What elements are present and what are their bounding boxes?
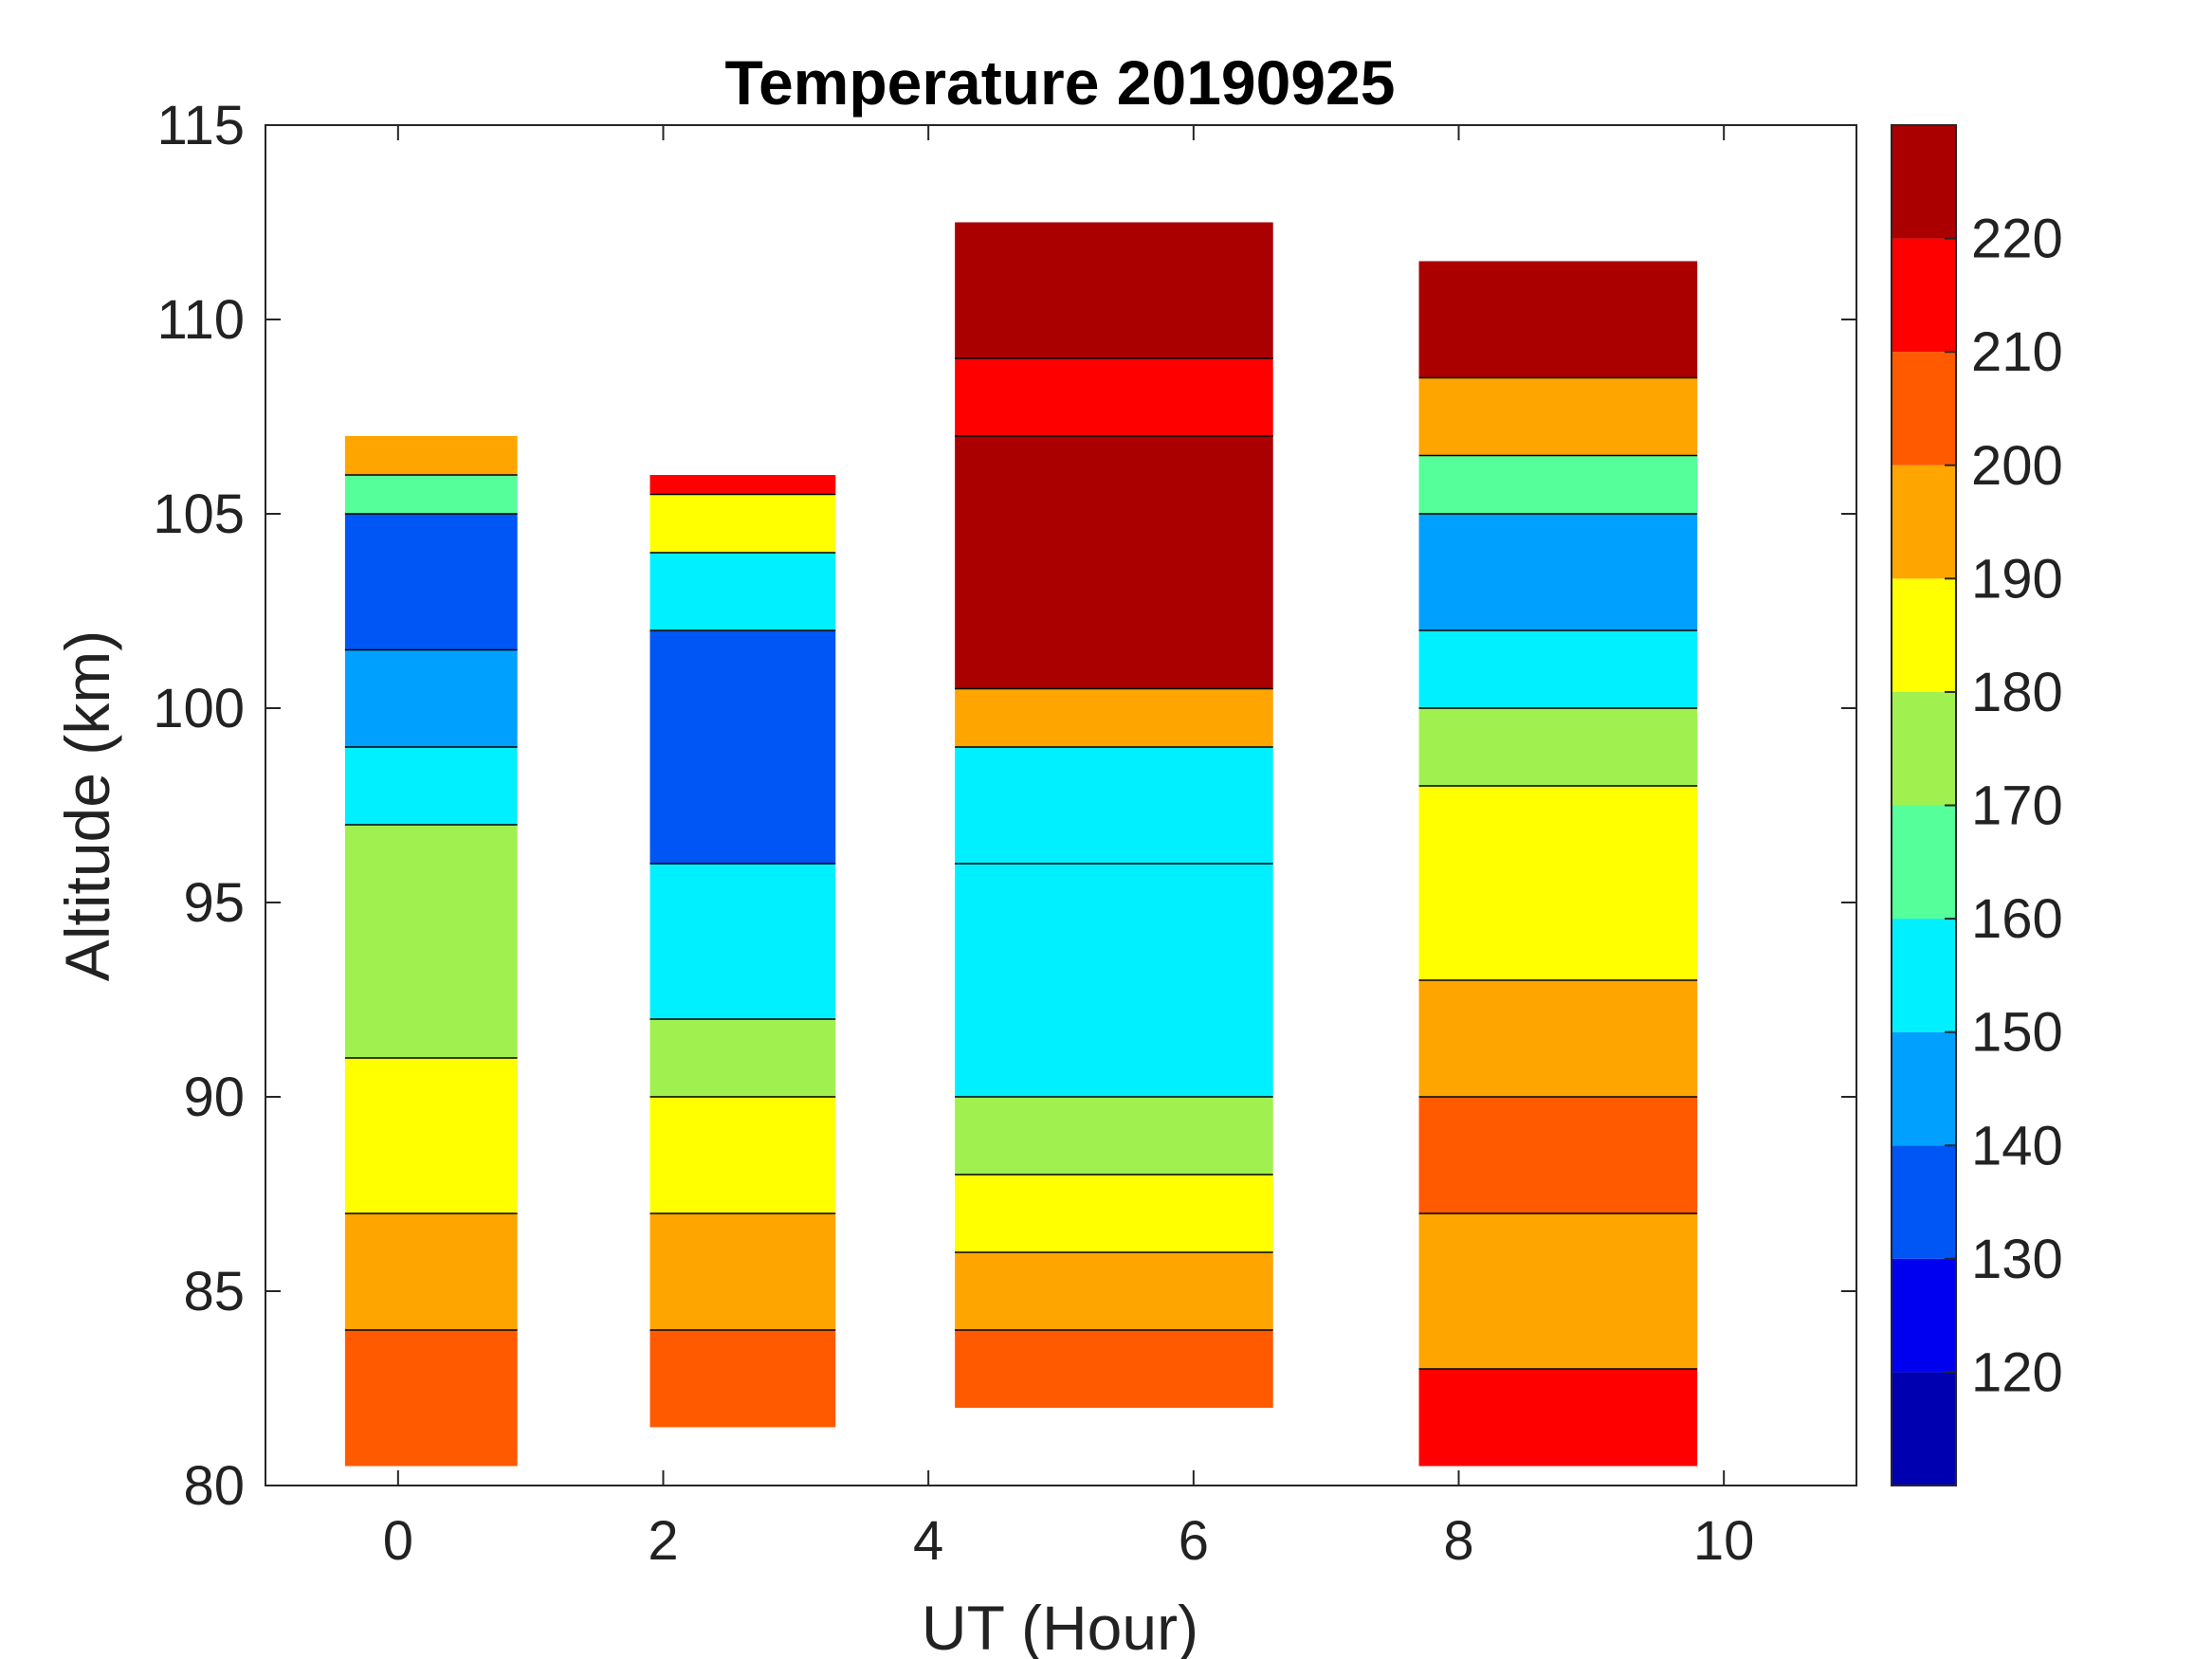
y-tick-label: 115 [157, 95, 245, 156]
temperature-band [955, 1097, 1273, 1175]
temperature-band [649, 1019, 836, 1097]
colorbar-tick-label: 140 [1971, 1115, 2063, 1176]
temperature-band [344, 825, 518, 1058]
colorbar-tick-label: 200 [1971, 435, 2063, 497]
temperature-band [344, 436, 518, 475]
colorbar-segment [1892, 919, 1956, 1032]
observation-block-1 [649, 475, 836, 1428]
observation-block-3 [1418, 261, 1698, 1467]
y-tick-label: 90 [183, 1066, 245, 1128]
colorbar-segment [1892, 1372, 1956, 1486]
x-tick-label: 0 [383, 1510, 413, 1572]
temperature-band [955, 1175, 1273, 1252]
y-tick-label: 95 [183, 872, 245, 934]
y-tick-label: 100 [153, 678, 245, 739]
temperature-band [649, 864, 836, 1019]
temperature-band [649, 1097, 836, 1213]
temperature-band [955, 436, 1273, 689]
y-axis-label: Altitude (km) [52, 630, 122, 981]
colorbar-segment [1892, 1031, 1956, 1146]
y-tick-label: 110 [157, 289, 245, 351]
temperature-band [649, 475, 836, 495]
x-tick-label: 6 [1179, 1510, 1209, 1572]
colorbar-tick-label: 180 [1971, 662, 2063, 723]
temperature-band [649, 553, 836, 630]
observation-block-0 [344, 436, 518, 1467]
y-axis-ticks: 80 85 90 95 100 105 110 115 [153, 95, 1856, 1517]
temperature-band [1418, 455, 1698, 514]
temperature-band [1418, 708, 1698, 786]
colorbar-tick-label: 130 [1971, 1229, 2063, 1290]
colorbar-segment [1892, 1258, 1956, 1373]
x-axis-ticks: 0 2 4 6 8 10 [383, 125, 1755, 1572]
temperature-band [1418, 377, 1698, 456]
temperature-band [955, 1252, 1273, 1330]
temperature-band [344, 1058, 518, 1213]
colorbar-ticks: 120 130 140 150 160 170 180 190 200 210 220 [1945, 209, 2063, 1403]
chart-title: Temperature 20190925 [725, 47, 1396, 118]
observation-block-2 [955, 222, 1273, 1408]
x-tick-label: 4 [913, 1510, 943, 1572]
temperature-band [955, 358, 1273, 436]
colorbar-tick-label: 160 [1971, 888, 2063, 950]
colorbar-segment [1892, 465, 1956, 579]
temperature-band [649, 1213, 836, 1330]
x-tick-label: 8 [1443, 1510, 1473, 1572]
temperature-band [344, 747, 518, 825]
colorbar [1892, 125, 1956, 1486]
temperature-band [344, 1213, 518, 1330]
temperature-band [955, 747, 1273, 864]
colorbar-segment [1892, 578, 1956, 692]
temperature-band [955, 688, 1273, 747]
temperature-band [344, 649, 518, 747]
colorbar-segment [1892, 352, 1956, 465]
colorbar-tick-label: 150 [1971, 1002, 2063, 1064]
colorbar-tick-label: 220 [1971, 209, 2063, 270]
temperature-band [1418, 786, 1698, 980]
temperature-band [1418, 261, 1698, 378]
temperature-band [955, 222, 1273, 358]
temperature-band [1418, 1097, 1698, 1213]
y-tick-label: 85 [183, 1261, 245, 1322]
colorbar-segment [1892, 125, 1956, 239]
colorbar-segment [1892, 805, 1956, 920]
temperature-band [955, 1330, 1273, 1408]
temperature-band [955, 864, 1273, 1097]
colorbar-tick-label: 210 [1971, 321, 2063, 383]
temperature-band [649, 494, 836, 553]
temperature-band [1418, 1369, 1698, 1467]
x-tick-label: 10 [1693, 1510, 1755, 1572]
colorbar-segment [1892, 238, 1956, 353]
temperature-band [1418, 630, 1698, 708]
x-axis-label: UT (Hour) [922, 1593, 1198, 1659]
colorbar-tick-label: 120 [1971, 1341, 2063, 1403]
temperature-band [1418, 1213, 1698, 1369]
temperature-band [649, 630, 836, 864]
temperature-band [344, 475, 518, 514]
y-tick-label: 80 [183, 1455, 245, 1517]
x-tick-label: 2 [648, 1510, 678, 1572]
contour-field [344, 222, 1698, 1467]
temperature-band [1418, 514, 1698, 630]
colorbar-tick-label: 170 [1971, 775, 2063, 837]
temperature-band [344, 514, 518, 650]
plot-axes-box [265, 124, 1857, 1486]
temperature-band [649, 1330, 836, 1428]
colorbar-segment [1892, 1145, 1956, 1259]
colorbar-segment [1892, 691, 1956, 806]
temperature-band [344, 1330, 518, 1467]
colorbar-tick-label: 190 [1971, 548, 2063, 610]
y-tick-label: 105 [153, 483, 245, 545]
temperature-band [1418, 980, 1698, 1097]
